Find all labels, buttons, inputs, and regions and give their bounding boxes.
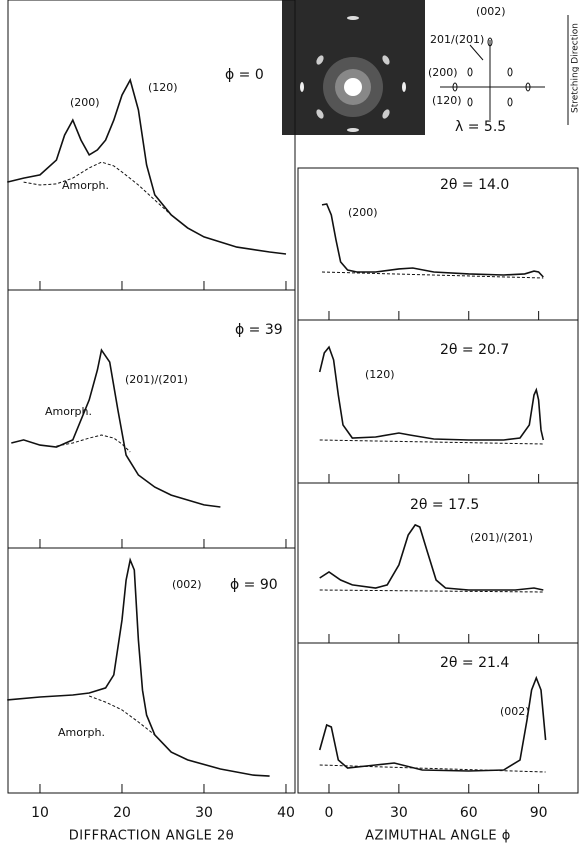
panel-frame [297,167,579,321]
inset-label: (002) [476,5,506,18]
amorphous-curve [319,764,546,773]
inset-direction: Stretching Direction [571,23,579,113]
x-tick-label: 90 [530,805,548,821]
annotation: (002) [172,578,202,591]
panel-title: ϕ = 90 [230,577,278,593]
annotation: (120) [365,368,395,381]
x-tick-label: 30 [390,805,408,821]
annotation: (200) [348,206,378,219]
panel-title: ϕ = 0 [225,67,264,83]
intensity-curve [7,77,287,255]
annotation: Amorph. [62,179,109,192]
panel-title: 2θ = 20.7 [440,342,509,358]
panel-frame [7,0,296,291]
x-tick-label: 60 [460,805,478,821]
panel-frame [297,642,579,794]
annotation: (201)/(2̄01) [470,531,533,544]
amorphous-curve [23,161,172,216]
intensity-curve [319,523,544,591]
intensity-curve [11,348,221,508]
amorphous-curve [319,439,544,445]
panel-frame [7,547,296,794]
amorphous-curve [56,434,131,453]
annotation: Amorph. [58,726,105,739]
intensity-curve [318,675,547,772]
x-axis-label: DIFFRACTION ANGLE 2θ [69,829,234,844]
amorphous-curve [321,271,544,279]
annotation: (002) [500,705,530,718]
amorphous-curve [319,589,544,593]
annotation: (200) [70,96,100,109]
panel-title: 2θ = 21.4 [440,655,509,671]
amorphous-curve [89,695,156,736]
panel-title: 2θ = 17.5 [410,497,479,513]
intensity-curve [321,203,544,278]
panel-title: 2θ = 14.0 [440,177,509,193]
x-tick-label: 40 [277,805,295,821]
panel-title: ϕ = 39 [235,322,283,338]
annotation: Amorph. [45,405,92,418]
inset-label: (200) [428,66,458,79]
schematic [440,15,569,125]
annotation: (201)/(2̄01) [125,373,188,386]
x-tick-label: 0 [325,805,334,821]
inset-label: 201/(2̄01) [430,33,484,46]
annotation: (120) [148,81,178,94]
x-tick-label: 30 [195,805,213,821]
inset-label: (120) [432,94,462,107]
intensity-curve [318,345,545,441]
diffraction-photo [282,0,425,135]
intensity-curve [7,557,270,777]
x-tick-label: 10 [31,805,49,821]
inset-lambda: λ = 5.5 [455,119,506,135]
x-tick-label: 20 [113,805,131,821]
x-axis-label: AZIMUTHAL ANGLE ϕ [365,829,511,844]
